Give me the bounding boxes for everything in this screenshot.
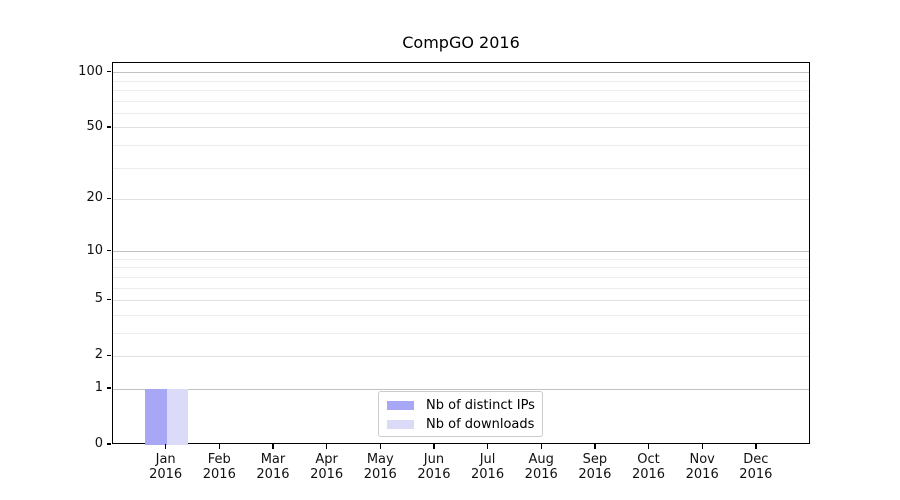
x-tick-label: Apr 2016 — [295, 452, 359, 482]
gridline-minor — [113, 314, 809, 316]
legend-row: Nb of distinct IPs — [379, 396, 542, 416]
x-tick-month: Jan — [155, 452, 176, 467]
x-tick-label: Jan 2016 — [134, 452, 198, 482]
x-tick-month: Feb — [207, 452, 231, 467]
gridline-minor — [113, 258, 809, 260]
x-tick-year: 2016 — [631, 467, 666, 482]
legend-swatch — [387, 400, 414, 410]
bar-downloads — [166, 389, 189, 445]
y-tick-mark — [106, 387, 111, 389]
gridline-minor — [113, 332, 809, 334]
gridline-medium — [113, 127, 809, 129]
x-tick-year: 2016 — [149, 467, 183, 482]
gridline-medium — [113, 355, 809, 357]
gridline-medium — [113, 299, 809, 301]
x-tick-year: 2016 — [310, 467, 344, 482]
x-tick-year: 2016 — [417, 467, 451, 482]
legend-row: Nb of downloads — [379, 415, 542, 435]
x-tick-year: 2016 — [471, 467, 505, 482]
x-tick-month: Dec — [743, 452, 769, 467]
legend-box: Nb of distinct IPs Nb of downloads — [378, 391, 543, 437]
gridline-minor — [113, 167, 809, 169]
x-tick-month: May — [366, 452, 394, 467]
gridline-major — [113, 388, 809, 390]
y-tick-mark — [106, 298, 111, 301]
x-tick-year: 2016 — [739, 467, 773, 482]
y-tick-mark — [106, 249, 111, 252]
y-tick-mark — [106, 71, 111, 73]
x-tick-label: Jun 2016 — [402, 452, 466, 482]
x-tick-month: Mar — [260, 452, 286, 467]
y-tick-label: 0 — [94, 436, 103, 451]
plot-area — [112, 62, 810, 445]
x-tick-label: Sep 2016 — [563, 452, 627, 482]
gridline-minor — [113, 144, 809, 146]
x-tick-label: Mar 2016 — [241, 452, 305, 482]
gridline-major — [113, 251, 809, 253]
y-tick-mark — [106, 443, 111, 445]
y-tick-label: 100 — [78, 63, 103, 79]
x-tick-month: Jun — [423, 452, 445, 467]
gridline-minor — [113, 100, 809, 102]
x-tick-month: Nov — [689, 452, 715, 467]
y-tick-mark — [106, 197, 111, 200]
x-tick-year: 2016 — [202, 467, 236, 482]
x-tick-mark — [379, 444, 381, 449]
legend-label: Nb of downloads — [426, 417, 535, 433]
x-tick-mark — [647, 444, 650, 449]
y-tick-label: 2 — [94, 347, 103, 363]
x-tick-year: 2016 — [685, 467, 719, 482]
y-tick-label: 5 — [94, 291, 103, 307]
gridline-minor — [113, 80, 809, 82]
x-tick-mark — [594, 444, 596, 449]
legend-swatch — [387, 420, 414, 430]
x-tick-mark — [165, 444, 167, 449]
x-tick-month: Sep — [582, 452, 608, 467]
y-tick-mark — [106, 354, 111, 357]
x-tick-mark — [486, 444, 489, 449]
gridline-minor — [113, 287, 809, 289]
x-tick-month: Apr — [315, 452, 338, 467]
x-tick-mark — [755, 444, 757, 449]
x-tick-mark — [701, 444, 703, 449]
x-tick-label: Dec 2016 — [724, 452, 788, 482]
x-tick-mark — [218, 444, 220, 449]
x-tick-label: Oct 2016 — [617, 452, 681, 482]
gridline-major — [113, 72, 809, 74]
y-tick-label: 50 — [86, 118, 103, 134]
x-tick-month: Oct — [637, 452, 660, 467]
x-tick-label: Nov 2016 — [670, 452, 734, 482]
x-tick-mark — [326, 444, 328, 449]
chart-title: CompGO 2016 — [402, 33, 520, 52]
x-tick-month: Aug — [528, 452, 554, 467]
x-tick-label: May 2016 — [348, 452, 412, 482]
y-tick-mark — [106, 126, 111, 128]
x-tick-month: Jul — [479, 452, 496, 467]
legend-label: Nb of distinct IPs — [426, 397, 535, 413]
gridline-minor — [113, 112, 809, 114]
gridline-minor — [113, 276, 809, 278]
x-tick-label: Jul 2016 — [456, 452, 520, 482]
gridline-minor — [113, 90, 809, 92]
x-tick-year: 2016 — [578, 467, 612, 482]
x-tick-year: 2016 — [363, 467, 397, 482]
x-tick-year: 2016 — [256, 467, 290, 482]
gridline-medium — [113, 198, 809, 200]
x-tick-mark — [272, 444, 274, 449]
x-tick-year: 2016 — [524, 467, 558, 482]
x-tick-label: Aug 2016 — [509, 452, 573, 482]
gridline-minor — [113, 267, 809, 269]
x-tick-mark — [433, 444, 435, 449]
y-tick-label: 1 — [94, 380, 103, 396]
y-tick-label: 10 — [86, 242, 103, 258]
y-tick-label: 20 — [86, 190, 103, 206]
bar-distinct-ips — [144, 389, 167, 445]
x-tick-mark — [540, 444, 542, 449]
x-tick-label: Feb 2016 — [187, 452, 251, 482]
